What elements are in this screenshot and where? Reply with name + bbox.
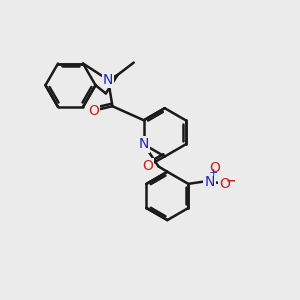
Text: O: O xyxy=(219,177,230,191)
Text: −: − xyxy=(226,174,236,188)
Text: N: N xyxy=(103,73,113,87)
Text: N: N xyxy=(204,175,215,188)
Text: +: + xyxy=(208,168,218,178)
Text: N: N xyxy=(139,137,149,152)
Text: O: O xyxy=(88,104,99,118)
Text: O: O xyxy=(209,161,220,175)
Text: O: O xyxy=(142,159,153,173)
